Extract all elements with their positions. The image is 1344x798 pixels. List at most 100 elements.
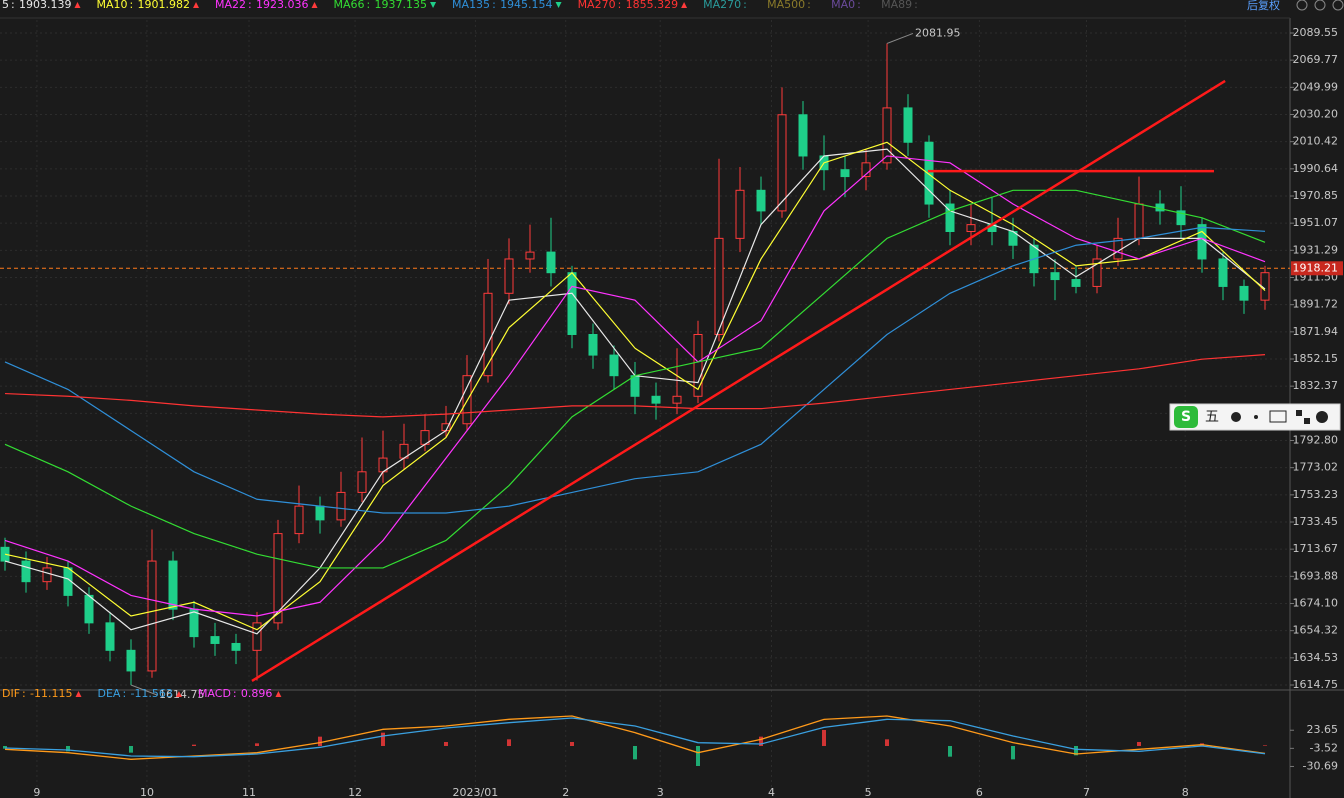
candle-body bbox=[1197, 224, 1207, 260]
x-tick-label: 10 bbox=[140, 786, 154, 798]
ime-mode[interactable]: 五 bbox=[1205, 409, 1219, 425]
window-controls bbox=[1296, 0, 1344, 11]
candle-body bbox=[1092, 258, 1102, 287]
x-tick-label: 7 bbox=[1083, 786, 1090, 798]
macd-line bbox=[4, 715, 1266, 760]
candle-body bbox=[546, 251, 556, 274]
y-tick-label: 1674.10 bbox=[1293, 597, 1339, 610]
macd-bar bbox=[885, 739, 890, 746]
candle-body bbox=[504, 258, 514, 294]
x-tick-label: 6 bbox=[976, 786, 983, 798]
candle-body bbox=[210, 636, 220, 644]
y-tick-label: 1990.64 bbox=[1293, 162, 1339, 175]
x-tick-label: 12 bbox=[348, 786, 362, 798]
candle-body bbox=[315, 505, 325, 521]
candle-body bbox=[336, 491, 346, 521]
candle-body bbox=[756, 189, 766, 212]
y-tick-label: 1753.23 bbox=[1293, 488, 1339, 501]
candle-body bbox=[588, 333, 598, 356]
last-price-box bbox=[1291, 261, 1343, 276]
macd-bar bbox=[191, 744, 196, 746]
y-tick-label: 1891.72 bbox=[1293, 298, 1339, 311]
legend-sep: : bbox=[130, 0, 134, 11]
candle-body bbox=[840, 169, 850, 178]
legend-sep: : bbox=[11, 0, 15, 11]
legend-sep: : bbox=[22, 687, 26, 700]
candle-body bbox=[525, 251, 535, 260]
candle-body bbox=[672, 395, 682, 404]
ime-toolbar: S 五 bbox=[1169, 403, 1341, 431]
legend-name: DEA bbox=[98, 687, 121, 700]
trend-arrow bbox=[275, 691, 282, 697]
candle-body bbox=[147, 560, 157, 672]
grid bbox=[0, 20, 1290, 790]
y-tick-label: 2030.20 bbox=[1293, 108, 1339, 121]
macd-bar bbox=[948, 746, 953, 757]
candle-body bbox=[1239, 285, 1249, 301]
candle-body bbox=[252, 622, 262, 651]
y-tick-label: 2069.77 bbox=[1293, 53, 1339, 66]
legend-name: MA135 bbox=[452, 0, 490, 11]
trend-arrow bbox=[75, 691, 82, 697]
y-tick-label: 2010.42 bbox=[1293, 135, 1339, 148]
candle-body bbox=[1218, 258, 1228, 287]
y-tick-label: 1773.02 bbox=[1293, 461, 1339, 474]
candle-body bbox=[84, 594, 94, 624]
y-tick-label: -30.69 bbox=[1303, 759, 1338, 772]
candle-body bbox=[1176, 210, 1186, 226]
legend-sep: : bbox=[743, 0, 747, 11]
legend-name: MA22 bbox=[215, 0, 246, 11]
candle-body bbox=[609, 354, 619, 377]
candle-body bbox=[126, 649, 136, 672]
y-tick-label: 1634.53 bbox=[1293, 651, 1339, 664]
y-tick-label: 1733.45 bbox=[1293, 515, 1339, 528]
candle-body bbox=[1071, 279, 1081, 287]
macd-bar bbox=[444, 742, 449, 746]
svg-text:S: S bbox=[1181, 409, 1191, 425]
macd-bar bbox=[128, 746, 133, 753]
y-tick-label: 1693.88 bbox=[1293, 569, 1339, 582]
macd-bar bbox=[1074, 746, 1079, 756]
legend-name: MA66 bbox=[334, 0, 365, 11]
legend-sep: : bbox=[367, 0, 371, 11]
macd-bar bbox=[65, 746, 70, 752]
y-tick-label: 23.65 bbox=[1307, 723, 1339, 736]
legend-name: MA270 bbox=[578, 0, 616, 11]
y-tick-label: 2089.55 bbox=[1293, 26, 1339, 39]
legend-sep: : bbox=[248, 0, 252, 11]
y-tick-label: -3.52 bbox=[1310, 741, 1338, 754]
ma-line bbox=[4, 155, 1266, 617]
trend-arrow bbox=[193, 2, 200, 8]
x-tick-label: 11 bbox=[242, 786, 256, 798]
macd-bar bbox=[696, 746, 701, 766]
adjust-button[interactable]: 后复权 bbox=[1247, 0, 1280, 12]
y-tick-label: 1654.32 bbox=[1293, 624, 1339, 637]
annotation-leader bbox=[886, 32, 914, 44]
macd-bar bbox=[633, 746, 638, 760]
trend-arrow bbox=[175, 691, 182, 697]
x-tick-label: 2 bbox=[562, 786, 569, 798]
y-tick-label: 1951.07 bbox=[1293, 216, 1339, 229]
y-tick-label: 1970.85 bbox=[1293, 189, 1339, 202]
y-tick-label: 1614.75 bbox=[1293, 678, 1339, 691]
candle-body bbox=[105, 622, 115, 651]
legend-sep: : bbox=[807, 0, 811, 11]
y-tick-label: 1852.15 bbox=[1293, 352, 1339, 365]
candle-body bbox=[1050, 272, 1060, 281]
annotation: 1614.75 bbox=[159, 688, 205, 701]
x-tick-label: 3 bbox=[657, 786, 664, 798]
legend-sep: : bbox=[492, 0, 496, 11]
y-tick-label: 1931.29 bbox=[1293, 243, 1339, 256]
macd-bar bbox=[2, 746, 7, 749]
macd-bar bbox=[507, 739, 512, 746]
candle-body bbox=[924, 141, 934, 205]
legend-value: 1923.036 bbox=[256, 0, 309, 11]
macd-line bbox=[4, 717, 1266, 758]
trend-arrow bbox=[681, 2, 688, 8]
legend-value: 1937.135 bbox=[375, 0, 428, 11]
ma-line bbox=[4, 189, 1266, 569]
legend-name: MA270 bbox=[703, 0, 741, 11]
candle-body bbox=[567, 272, 577, 335]
macd-bar bbox=[822, 730, 827, 746]
candle-body bbox=[273, 533, 283, 624]
